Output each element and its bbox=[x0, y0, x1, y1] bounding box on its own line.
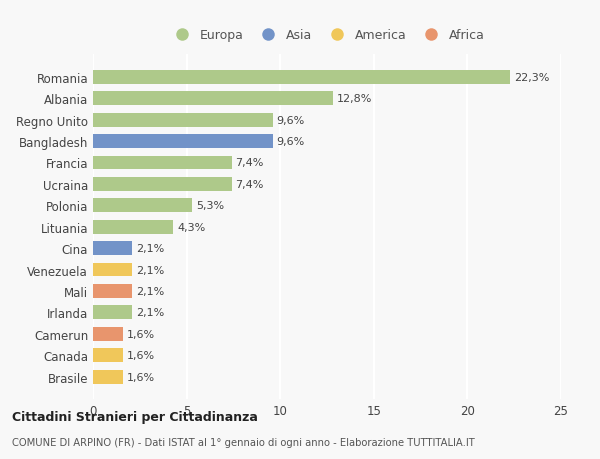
Text: 2,1%: 2,1% bbox=[136, 286, 164, 296]
Bar bbox=[93, 327, 123, 341]
Text: 1,6%: 1,6% bbox=[127, 350, 155, 360]
Bar bbox=[93, 284, 133, 298]
Text: 22,3%: 22,3% bbox=[514, 73, 550, 83]
Text: 5,3%: 5,3% bbox=[196, 201, 224, 211]
Bar bbox=[93, 71, 511, 84]
Text: 7,4%: 7,4% bbox=[235, 158, 263, 168]
Bar bbox=[93, 220, 173, 234]
Bar bbox=[93, 135, 273, 149]
Bar bbox=[93, 92, 332, 106]
Text: 1,6%: 1,6% bbox=[127, 329, 155, 339]
Bar bbox=[93, 241, 133, 256]
Text: 9,6%: 9,6% bbox=[277, 137, 305, 147]
Text: Cittadini Stranieri per Cittadinanza: Cittadini Stranieri per Cittadinanza bbox=[12, 410, 258, 423]
Bar bbox=[93, 156, 232, 170]
Text: 2,1%: 2,1% bbox=[136, 244, 164, 253]
Text: 9,6%: 9,6% bbox=[277, 115, 305, 125]
Bar bbox=[93, 370, 123, 384]
Legend: Europa, Asia, America, Africa: Europa, Asia, America, Africa bbox=[169, 29, 485, 42]
Bar bbox=[93, 178, 232, 191]
Text: COMUNE DI ARPINO (FR) - Dati ISTAT al 1° gennaio di ogni anno - Elaborazione TUT: COMUNE DI ARPINO (FR) - Dati ISTAT al 1°… bbox=[12, 437, 475, 447]
Text: 2,1%: 2,1% bbox=[136, 265, 164, 275]
Bar bbox=[93, 348, 123, 362]
Text: 7,4%: 7,4% bbox=[235, 179, 263, 190]
Text: 4,3%: 4,3% bbox=[177, 222, 205, 232]
Text: 2,1%: 2,1% bbox=[136, 308, 164, 318]
Bar bbox=[93, 199, 192, 213]
Bar bbox=[93, 306, 133, 319]
Bar bbox=[93, 263, 133, 277]
Text: 12,8%: 12,8% bbox=[337, 94, 372, 104]
Bar bbox=[93, 113, 273, 127]
Text: 1,6%: 1,6% bbox=[127, 372, 155, 382]
